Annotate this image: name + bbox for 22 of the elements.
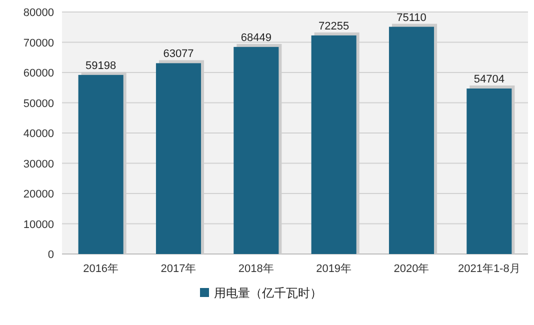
y-tick-label: 50000 [23,98,54,110]
data-label: 59198 [86,60,116,72]
y-tick-label: 20000 [23,188,54,200]
y-tick-label: 0 [48,249,54,261]
data-label: 63077 [163,48,194,60]
x-tick-label: 2017年 [160,263,196,275]
data-label: 75110 [396,12,426,24]
y-tick-label: 40000 [23,128,54,140]
x-tick-label: 2018年 [238,263,274,275]
y-tick-label: 10000 [23,218,54,231]
y-tick-label: 70000 [23,37,54,50]
x-tick-label: 2021年1-8月 [458,263,520,275]
y-tick-label: 30000 [23,158,54,170]
legend-label: 用电量（亿千瓦时） [214,286,322,300]
x-tick-label: 2016年 [83,263,119,275]
x-tick-label: 2019年 [316,263,352,275]
data-label: 68449 [240,32,272,44]
data-label: 54704 [474,74,504,86]
x-tick-label: 2020年 [394,263,430,275]
y-tick-label: 80000 [23,7,54,19]
y-tick-label: 60000 [23,68,54,80]
data-label: 72255 [318,20,350,32]
